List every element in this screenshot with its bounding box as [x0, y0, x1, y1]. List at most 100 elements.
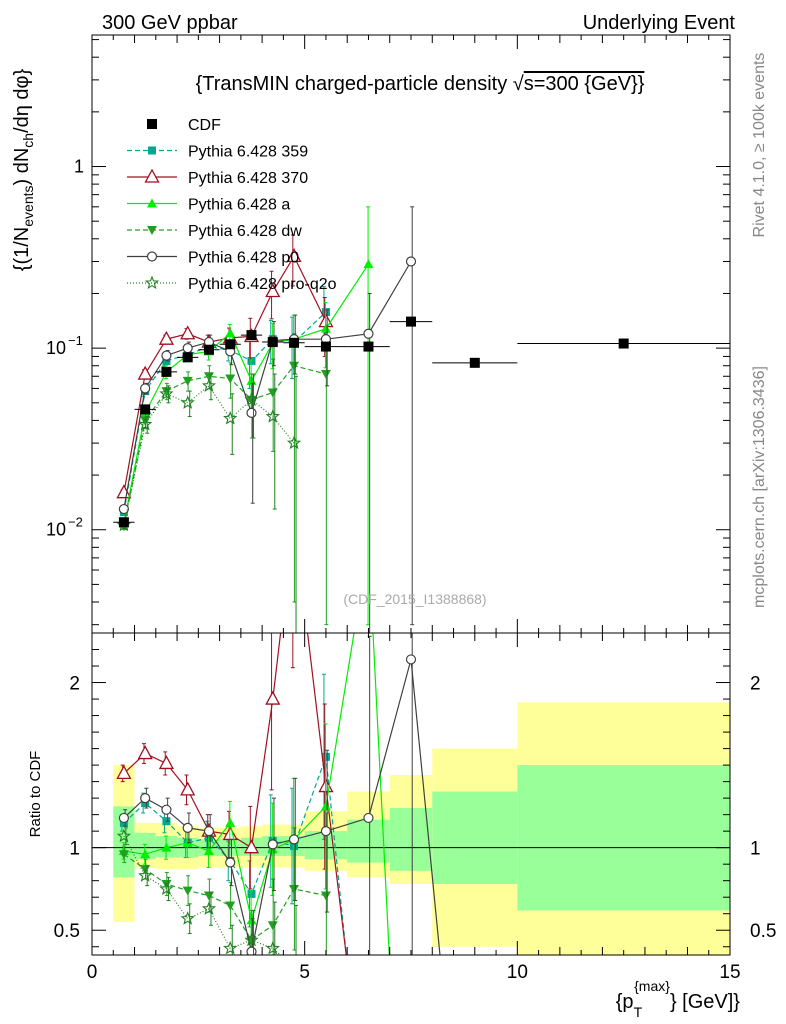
- x-tick-label: 15: [719, 962, 740, 983]
- legend-marker: [144, 275, 160, 290]
- ratio-point: [225, 817, 236, 827]
- ratio-point: [182, 886, 193, 896]
- uncertainty-band-inner: [517, 765, 730, 911]
- ratio-point: [320, 801, 331, 811]
- ratio-point: [265, 690, 281, 705]
- y-axis-label: {(1/Nevents) dNch/dη dφ}: [11, 68, 36, 271]
- ratio-point: [137, 745, 153, 760]
- ratio-point: [243, 839, 260, 854]
- ratio-plot-panel: 0 5 10 15 0.5 0.5 1 1 2 2 Ratio to CDF: [27, 632, 776, 983]
- ratio-point: [161, 804, 172, 815]
- ratio-y-axis-label: Ratio to CDF: [27, 751, 44, 838]
- ratio-point: [320, 826, 332, 837]
- series-5: [116, 373, 302, 633]
- data-point: [182, 352, 193, 363]
- ratio-line: [123, 853, 327, 941]
- legend-label: CDF: [188, 117, 221, 134]
- data-point: [138, 416, 153, 431]
- ratio-point: [225, 901, 236, 911]
- legend-label: Pythia 6.428 pro-q2o: [188, 276, 337, 293]
- series-4: [118, 206, 417, 633]
- data-point: [320, 370, 331, 380]
- ratio-point: [223, 940, 238, 955]
- data-point: [405, 256, 417, 267]
- data-point: [265, 409, 280, 423]
- data-point: [265, 283, 281, 298]
- series-line: [123, 261, 412, 510]
- ratio-line: [123, 633, 390, 955]
- ratio-point: [289, 884, 300, 894]
- ratio-point: [180, 911, 195, 925]
- data-point: [161, 366, 172, 377]
- legend-entry: Pythia 6.428 dw: [127, 223, 302, 240]
- data-point: [469, 357, 480, 368]
- ratio-point: [158, 755, 175, 770]
- data-point: [267, 337, 278, 348]
- ratio-series-5: [116, 827, 299, 972]
- data-point: [320, 323, 331, 333]
- main-axes: 10 −210 −11: [46, 35, 731, 633]
- legend-entry: Pythia 6.428 359: [127, 144, 308, 161]
- data-point: [140, 404, 151, 415]
- data-point: [363, 328, 374, 339]
- main-plot-panel: 10 −210 −11 {TransMIN charged-particle den…: [11, 34, 731, 634]
- legend-label: Pythia 6.428 p0: [188, 250, 299, 267]
- ratio-point: [203, 891, 214, 901]
- data-point: [406, 316, 416, 327]
- uncertainty-band-inner: [113, 806, 135, 878]
- ratio-point: [161, 879, 172, 889]
- y-tick-exponent: −2: [68, 515, 83, 530]
- ratio-point: [244, 932, 259, 947]
- legend-marker: [147, 119, 157, 129]
- data-point: [244, 392, 259, 406]
- data-point: [203, 344, 214, 355]
- ratio-point: [140, 793, 151, 804]
- x-axis-label: {pT{max}} [GeV]}: [616, 978, 741, 1020]
- legend: CDF Pythia 6.428 359 Pythia 6.428 370 Pythi…: [127, 117, 337, 293]
- ratio-point: [140, 849, 151, 859]
- legend-entry: Pythia 6.428 370: [127, 168, 308, 187]
- ratio-point: [288, 834, 300, 845]
- ratio-y-tick-label: 2: [69, 674, 80, 695]
- ratio-point: [180, 781, 196, 796]
- ratio-point: [201, 901, 217, 915]
- ratio-y-tick-label-right: 0.5: [750, 921, 776, 942]
- data-point: [223, 411, 238, 425]
- data-point: [363, 259, 374, 269]
- main-plot-content: [113, 206, 730, 633]
- ratio-point: [267, 921, 278, 931]
- ratio-point: [118, 812, 130, 824]
- legend-marker: [144, 168, 160, 183]
- ratio-point: [161, 842, 172, 852]
- legend-entry: Pythia 6.428 p0: [127, 250, 299, 267]
- data-point: [286, 435, 302, 450]
- legend-entry: Pythia 6.428 a: [127, 197, 290, 214]
- data-point: [225, 374, 236, 384]
- ratio-point: [203, 826, 215, 837]
- y-tick-label: 10: [46, 520, 66, 540]
- data-point: [182, 376, 193, 386]
- ratio-y-tick-label: 0.5: [54, 921, 80, 942]
- data-point: [286, 248, 302, 263]
- ratio-point: [116, 828, 132, 843]
- data-point: [140, 383, 151, 394]
- ratio-point: [138, 868, 153, 882]
- data-point: [267, 388, 278, 398]
- ratio-point: [288, 961, 299, 972]
- ratio-point: [320, 891, 331, 901]
- ratio-y-tick-label-right: 2: [750, 674, 761, 695]
- data-point: [246, 407, 257, 418]
- legend-label: Pythia 6.428 dw: [188, 223, 302, 240]
- data-point: [225, 328, 236, 338]
- legend-marker: [147, 226, 157, 235]
- data-point: [180, 395, 195, 409]
- legend-marker: [148, 146, 156, 155]
- data-point: [246, 330, 257, 341]
- data-point: [363, 341, 374, 352]
- legend-label: Pythia 6.428 a: [188, 197, 290, 214]
- rivet-label: Rivet 4.1.0, ≥ 100k events: [751, 53, 768, 238]
- uncertainty-band-inner: [389, 808, 433, 871]
- series-line: [123, 365, 327, 527]
- series-line: [123, 255, 327, 493]
